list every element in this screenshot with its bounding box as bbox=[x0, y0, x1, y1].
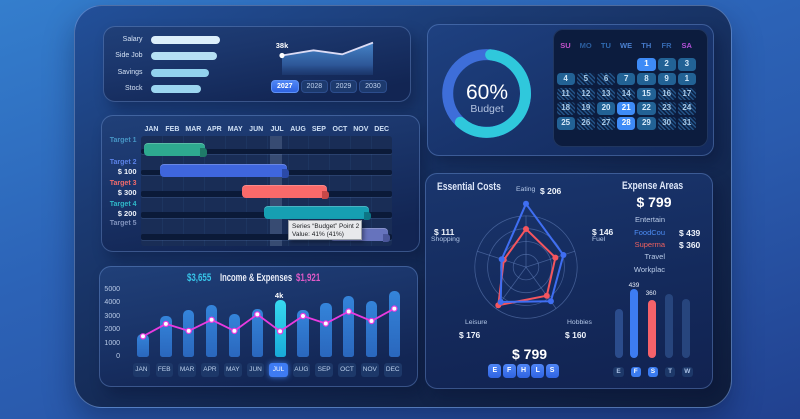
svg-text:38k: 38k bbox=[276, 41, 289, 50]
